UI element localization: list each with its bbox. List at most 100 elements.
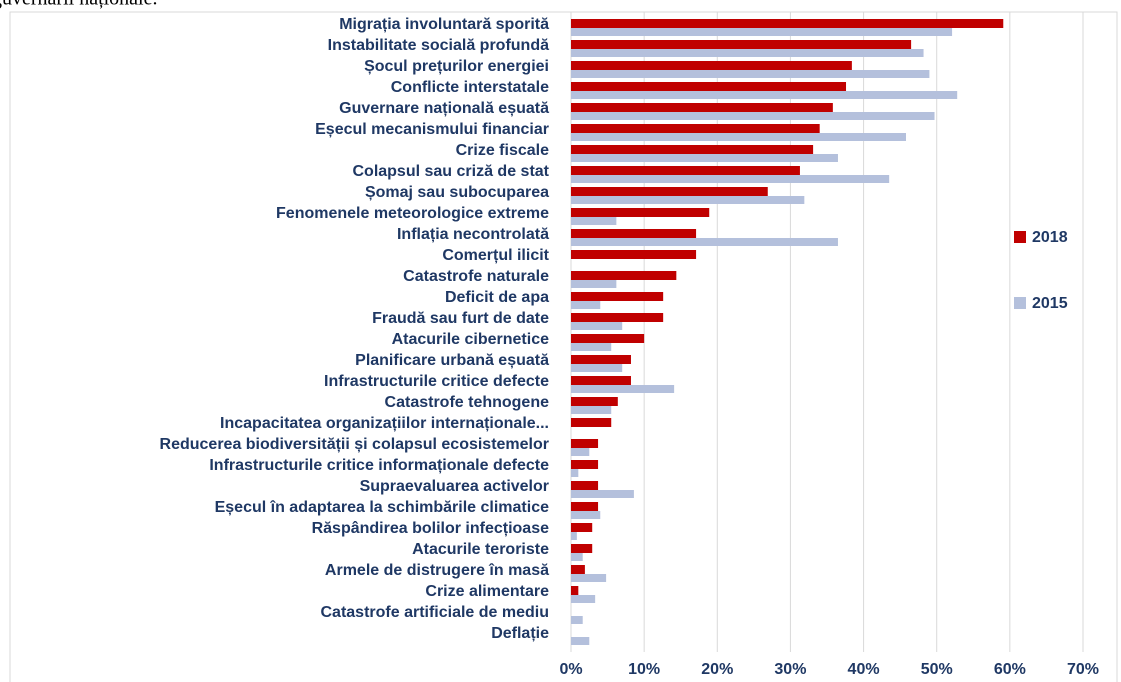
y-tick-label: Deflație (491, 625, 549, 642)
bar (571, 301, 601, 309)
bar (571, 250, 697, 259)
y-tick-label: Guvernare națională eșuată (339, 100, 549, 117)
x-tick-label: 0% (559, 661, 582, 678)
y-tick-label: Fraudă sau furt de date (372, 310, 549, 327)
x-tick-label: 30% (774, 661, 806, 678)
bar (571, 586, 579, 595)
bar (571, 145, 814, 154)
bar (571, 196, 805, 204)
bar (571, 364, 623, 372)
y-tick-label: Crize fiscale (456, 142, 549, 159)
x-tick-label: 40% (848, 661, 880, 678)
bar (571, 406, 612, 414)
bar (571, 166, 800, 175)
bar (571, 490, 634, 498)
bar (571, 154, 838, 162)
y-tick-label: Comerțul ilicit (442, 247, 549, 264)
bar (571, 112, 935, 120)
bar (571, 187, 768, 196)
y-tick-label: Catastrofe naturale (403, 268, 549, 285)
y-tick-label: Instabilitate socială profundă (328, 37, 549, 54)
bar (571, 292, 664, 301)
bar (571, 595, 596, 603)
y-tick-label: Atacurile teroriste (412, 541, 549, 558)
bar (571, 40, 912, 49)
bar (571, 70, 930, 78)
y-tick-label: Inflația necontrolată (397, 226, 549, 243)
bar (571, 19, 1004, 28)
y-tick-label: Fenomenele meteorologice extreme (276, 205, 549, 222)
y-tick-label: Colapsul sau criză de stat (352, 163, 549, 180)
y-tick-label: Eșecul în adaptarea la schimbările clima… (215, 499, 549, 516)
bar (571, 133, 906, 141)
bar (571, 313, 664, 322)
bar (571, 469, 579, 477)
x-tick-label: 70% (1067, 661, 1099, 678)
bar (571, 343, 612, 351)
bar (571, 418, 612, 427)
bar (571, 334, 645, 343)
bar (571, 49, 924, 57)
y-tick-label: Catastrofe artificiale de mediu (320, 604, 549, 621)
y-tick-label: Planificare urbană eșuată (355, 352, 549, 369)
bar (571, 217, 617, 225)
frame (9, 11, 1118, 682)
bar (571, 82, 847, 91)
bar (571, 271, 677, 280)
bar (571, 460, 599, 469)
legend-label: 2015 (1032, 295, 1068, 312)
legend-swatch (1014, 231, 1026, 243)
bar (571, 124, 820, 133)
y-tick-label: Reducerea biodiversității și colapsul ec… (160, 436, 549, 453)
bar (571, 280, 617, 288)
bar (571, 511, 601, 519)
bar (571, 544, 593, 553)
y-tick-label: Supraevaluarea activelor (360, 478, 549, 495)
x-tick-label: 10% (628, 661, 660, 678)
bar (571, 208, 710, 217)
header-text: guvernării naționale. (0, 0, 158, 10)
x-tick-label: 60% (994, 661, 1026, 678)
bar (571, 385, 675, 393)
bar (571, 616, 583, 624)
bar (571, 565, 585, 574)
bar (571, 481, 599, 490)
y-tick-label: Răspândirea bolilor infecțioase (312, 520, 550, 537)
bar (571, 322, 623, 330)
legend-label: 2018 (1032, 229, 1068, 246)
bar (571, 523, 593, 532)
y-tick-label: Atacurile cibernetice (392, 331, 550, 348)
y-tick-label: Deficit de apa (445, 289, 549, 306)
y-tick-label: Infrastructurile critice defecte (324, 373, 549, 390)
bar (571, 637, 590, 645)
bar (571, 532, 577, 540)
y-tick-label: Crize alimentare (425, 583, 549, 600)
bar (571, 238, 838, 246)
bar (571, 355, 631, 364)
bar (571, 448, 590, 456)
y-tick-label: Catastrofe tehnogene (385, 394, 550, 411)
y-tick-label: Șocul prețurilor energiei (364, 58, 549, 75)
y-tick-label: Migrația involuntară sporită (339, 16, 549, 33)
y-tick-label: Infrastructurile critice informaționale … (209, 457, 549, 474)
bar (571, 175, 890, 183)
y-tick-label: Șomaj sau subocuparea (365, 184, 549, 201)
bar (571, 397, 618, 406)
x-tick-label: 20% (701, 661, 733, 678)
bar (571, 103, 833, 112)
y-tick-label: Eșecul mecanismului financiar (315, 121, 549, 138)
bar (571, 28, 953, 36)
bar (571, 502, 599, 511)
y-tick-label: Incapacitatea organizațiilor internațion… (220, 415, 549, 432)
bar (571, 229, 697, 238)
bar (571, 439, 599, 448)
bar (571, 553, 583, 561)
bar (571, 91, 958, 99)
y-tick-label: Conflicte interstatale (391, 79, 549, 96)
bar (571, 61, 852, 70)
legend-swatch (1014, 297, 1026, 309)
y-tick-label: Armele de distrugere în masă (325, 562, 549, 579)
bar (571, 574, 607, 582)
